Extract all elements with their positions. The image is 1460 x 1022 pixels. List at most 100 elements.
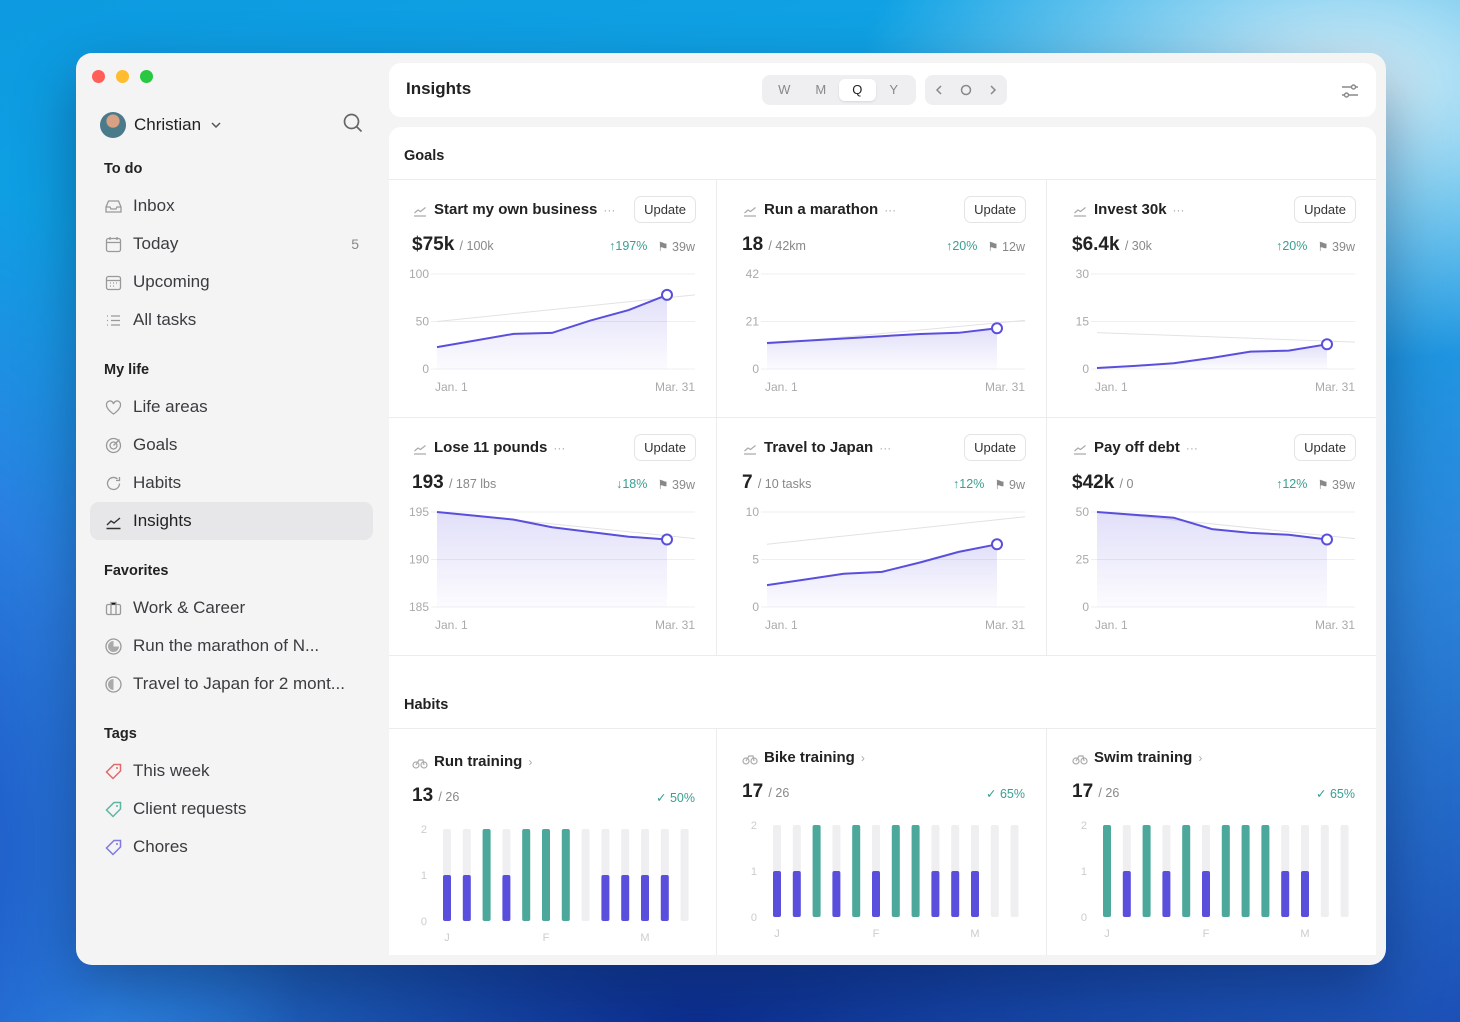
minimize-button[interactable] (116, 70, 129, 83)
habit-card[interactable]: Run training › 13 / 26 ✓ 50% 2 1 0 J F M (389, 729, 719, 955)
sidebar-item-tag-this-week[interactable]: This week (90, 752, 373, 790)
tag-icon (105, 839, 122, 856)
y-tick-label: 21 (746, 315, 760, 329)
period-nav (925, 75, 1007, 105)
sidebar-item-label: Goals (133, 435, 178, 454)
sidebar-item-upcoming[interactable]: Upcoming (90, 263, 373, 301)
more-icon[interactable]: ··· (603, 202, 616, 217)
y-tick-label: 25 (1076, 553, 1090, 567)
habit-bar (852, 825, 861, 917)
x-tick-label: Jan. 1 (435, 618, 468, 632)
more-icon[interactable]: ··· (879, 440, 892, 455)
habit-bar (773, 871, 781, 917)
tag-icon (105, 763, 122, 780)
sidebar-item-insights[interactable]: Insights (90, 502, 373, 540)
sidebar-item-goals[interactable]: Goals (90, 426, 373, 464)
zoom-button[interactable] (140, 70, 153, 83)
sidebar-item-today[interactable]: Today 5 (90, 225, 373, 263)
y-tick-label: 0 (1082, 362, 1089, 376)
current-period-icon[interactable] (960, 84, 972, 96)
y-tick-label: 0 (751, 912, 757, 924)
habit-bar (502, 875, 511, 921)
update-button[interactable]: Update (964, 434, 1026, 461)
sidebar-item-work-career[interactable]: Work & Career (90, 589, 373, 627)
update-button[interactable]: Update (634, 196, 696, 223)
area-fill (767, 544, 997, 607)
x-tick-label: Jan. 1 (435, 380, 468, 394)
period-quarter[interactable]: Q (839, 79, 876, 101)
update-button[interactable]: Update (964, 196, 1026, 223)
chevron-left-icon[interactable] (933, 84, 945, 96)
goal-card[interactable]: Run a marathon ··· Update 18 / 42km ↑20% ⚑ 12… (719, 180, 1049, 418)
habit-bar (1221, 825, 1230, 917)
more-icon[interactable]: ··· (553, 440, 566, 455)
habit-card[interactable]: Bike training › 17 / 26 ✓ 65% 2 1 0 J F M (719, 729, 1049, 955)
goal-name: Lose 11 pounds (434, 439, 548, 456)
sidebar-item-tag-client-requests[interactable]: Client requests (90, 790, 373, 828)
habit-bar (1241, 825, 1250, 917)
y-tick-label: 0 (421, 916, 427, 928)
habit-bar (792, 871, 801, 917)
habit-bar (482, 829, 491, 921)
x-tick-label: Mar. 31 (985, 380, 1025, 394)
y-tick-label: 0 (1082, 600, 1089, 614)
more-icon[interactable]: ··· (884, 202, 897, 217)
series-line (1096, 343, 1328, 370)
section-todo: To do (104, 161, 143, 177)
y-tick-label: 185 (409, 600, 429, 614)
more-icon[interactable]: ··· (1172, 202, 1185, 217)
filter-icon[interactable] (1340, 81, 1360, 101)
search-icon[interactable] (342, 112, 364, 134)
chevron-right-icon[interactable]: › (1198, 750, 1203, 765)
goal-title: Pay off debt ··· (1072, 439, 1198, 456)
goal-card[interactable]: Invest 30k ··· Update $6.4k / 30k ↑20% ⚑ 39w 3… (1049, 180, 1376, 418)
progress-half-icon (105, 675, 122, 693)
goal-chart: 100 50 0 Jan. 1 Mar. 31 (409, 267, 696, 394)
calendar-grid-icon (105, 275, 122, 290)
today-count: 5 (351, 236, 359, 252)
goal-title: Lose 11 pounds ··· (412, 439, 565, 456)
sidebar-item-run-marathon[interactable]: Run the marathon of N... (90, 627, 373, 665)
habit-bar (911, 825, 920, 917)
sidebar-item-life-areas[interactable]: Life areas (90, 388, 373, 426)
target-icon (105, 437, 122, 453)
sidebar-item-tag-chores[interactable]: Chores (90, 828, 373, 866)
page-title: Insights (406, 79, 472, 98)
y-tick-label: 50 (1076, 505, 1090, 519)
goal-card[interactable]: Pay off debt ··· Update $42k / 0 ↑12% ⚑ 39w 50… (1049, 418, 1376, 656)
more-icon[interactable]: ··· (1185, 440, 1198, 455)
sidebar-item-label: Travel to Japan for 2 mont... (133, 674, 345, 693)
period-week[interactable]: W (778, 82, 791, 97)
chevron-right-icon[interactable]: › (860, 750, 865, 765)
section-my-life: My life (104, 362, 150, 378)
habit-card[interactable]: Swim training › 17 / 26 ✓ 65% 2 1 0 J F M (1049, 729, 1376, 955)
habit-name: Bike training (764, 749, 855, 766)
close-button[interactable] (92, 70, 105, 83)
sidebar-item-all-tasks[interactable]: All tasks (90, 301, 373, 339)
period-month[interactable]: M (815, 82, 827, 97)
current-point (661, 288, 673, 301)
chevron-right-icon[interactable] (987, 84, 999, 96)
habit-bar (1122, 871, 1131, 917)
goal-card[interactable]: Lose 11 pounds ··· Update 193 / 187 lbs ↓18%… (389, 418, 719, 656)
target-line (436, 294, 696, 322)
user-menu[interactable]: Christian (100, 111, 223, 139)
chevron-right-icon[interactable]: › (528, 754, 533, 769)
update-button[interactable]: Update (634, 434, 696, 461)
habit-title: Run training › (412, 753, 532, 770)
y-tick-label: 10 (746, 505, 760, 519)
update-button[interactable]: Update (1294, 196, 1356, 223)
goal-card[interactable]: Start my own business ··· Update $75k / 100… (389, 180, 719, 418)
x-tick-label: J (444, 932, 450, 944)
y-tick-label: 50 (416, 315, 430, 329)
update-button[interactable]: Update (1294, 434, 1356, 461)
habit-bar (971, 871, 979, 917)
sidebar-item-habits[interactable]: Habits (90, 464, 373, 502)
sidebar-item-travel-japan[interactable]: Travel to Japan for 2 mont... (90, 665, 373, 703)
x-tick-label: Mar. 31 (1315, 618, 1355, 632)
bar-background (680, 829, 689, 921)
goal-card[interactable]: Travel to Japan ··· Update 7 / 10 tasks ↑12%… (719, 418, 1049, 656)
sidebar-item-inbox[interactable]: Inbox (90, 187, 373, 225)
period-year[interactable]: Y (889, 82, 899, 97)
goal-chart: 50 25 0 Jan. 1 Mar. 31 (1076, 505, 1356, 632)
